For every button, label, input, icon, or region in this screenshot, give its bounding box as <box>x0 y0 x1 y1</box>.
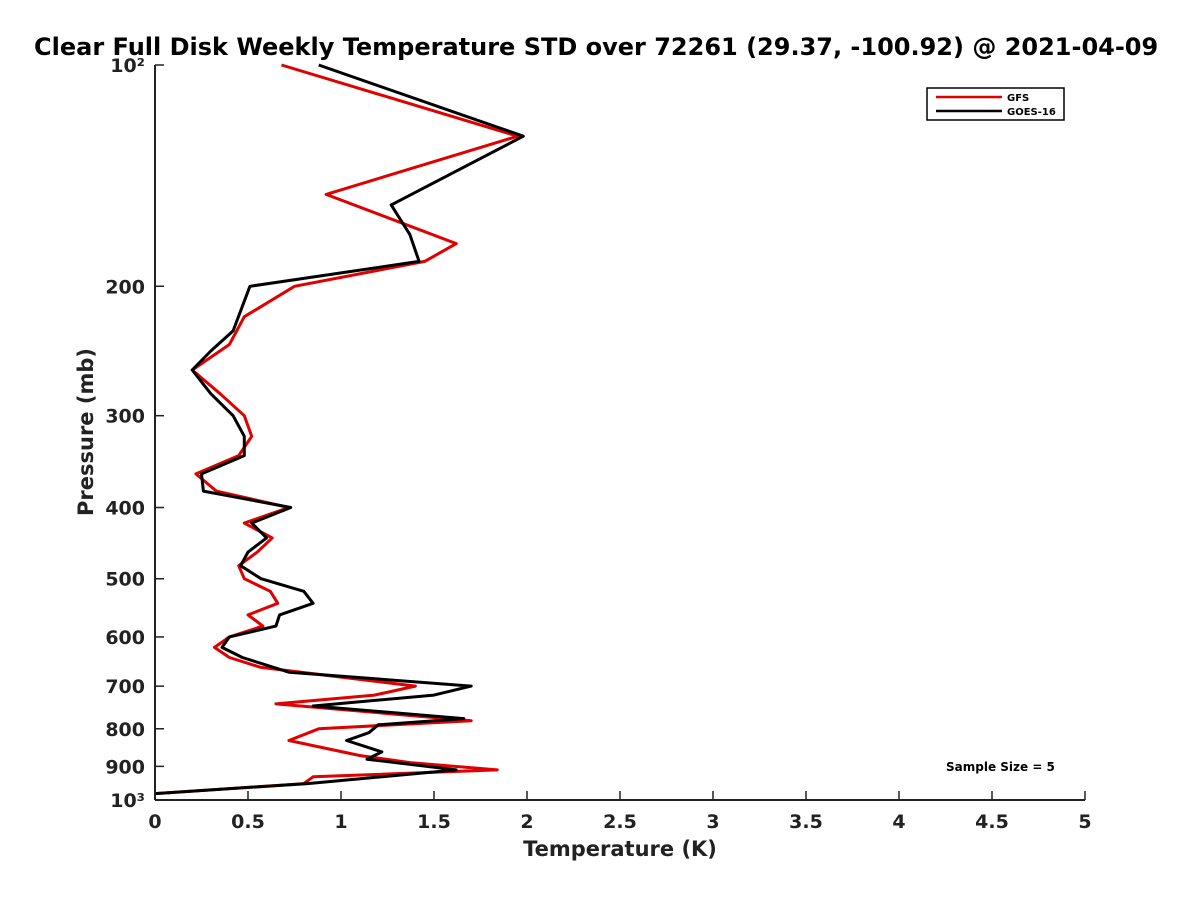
x-tick-label: 1 <box>334 811 347 833</box>
y-tick-label: 800 <box>105 719 145 741</box>
x-tick-label: 3.5 <box>789 811 823 833</box>
series-line-goes-16 <box>154 63 525 796</box>
sample-size-annotation: Sample Size = 5 <box>946 760 1055 774</box>
y-axis-ticks: 10² 200 300 400 500 600 700 800 900 10³ <box>105 55 164 812</box>
y-tick-label: 700 <box>105 676 145 698</box>
y-tick-label: 900 <box>105 756 145 778</box>
legend: GFS GOES-16 <box>926 87 1065 121</box>
x-tick-label: 0 <box>148 811 161 833</box>
x-axis-ticks: 0 0.5 1 1.5 2 2.5 3 3.5 4 4.5 5 <box>148 791 1092 833</box>
x-tick-label: 5 <box>1078 811 1091 833</box>
x-tick-label: 4.5 <box>975 811 1009 833</box>
plot-lines <box>154 63 525 796</box>
y-tick-label: 600 <box>105 627 145 649</box>
x-tick-label: 3 <box>706 811 719 833</box>
y-tick-label: 10³ <box>110 790 145 812</box>
y-tick-label: 10² <box>110 55 145 77</box>
x-tick-label: 1.5 <box>417 811 451 833</box>
y-axis-label: Pressure (mb) <box>74 348 98 516</box>
y-tick-label: 500 <box>105 569 145 591</box>
legend-label-goes16: GOES-16 <box>1007 107 1056 118</box>
x-tick-label: 4 <box>892 811 905 833</box>
y-tick-label: 400 <box>105 498 145 520</box>
legend-label-gfs: GFS <box>1007 93 1029 104</box>
chart-title: Clear Full Disk Weekly Temperature STD o… <box>34 33 1158 61</box>
y-tick-label: 300 <box>105 406 145 428</box>
legend-box <box>926 87 1065 121</box>
x-axis-label: Temperature (K) <box>523 837 717 861</box>
x-tick-label: 0.5 <box>231 811 265 833</box>
x-tick-label: 2 <box>520 811 533 833</box>
y-tick-label: 200 <box>105 276 145 298</box>
x-tick-label: 2.5 <box>603 811 637 833</box>
series-line-gfs <box>154 63 520 796</box>
